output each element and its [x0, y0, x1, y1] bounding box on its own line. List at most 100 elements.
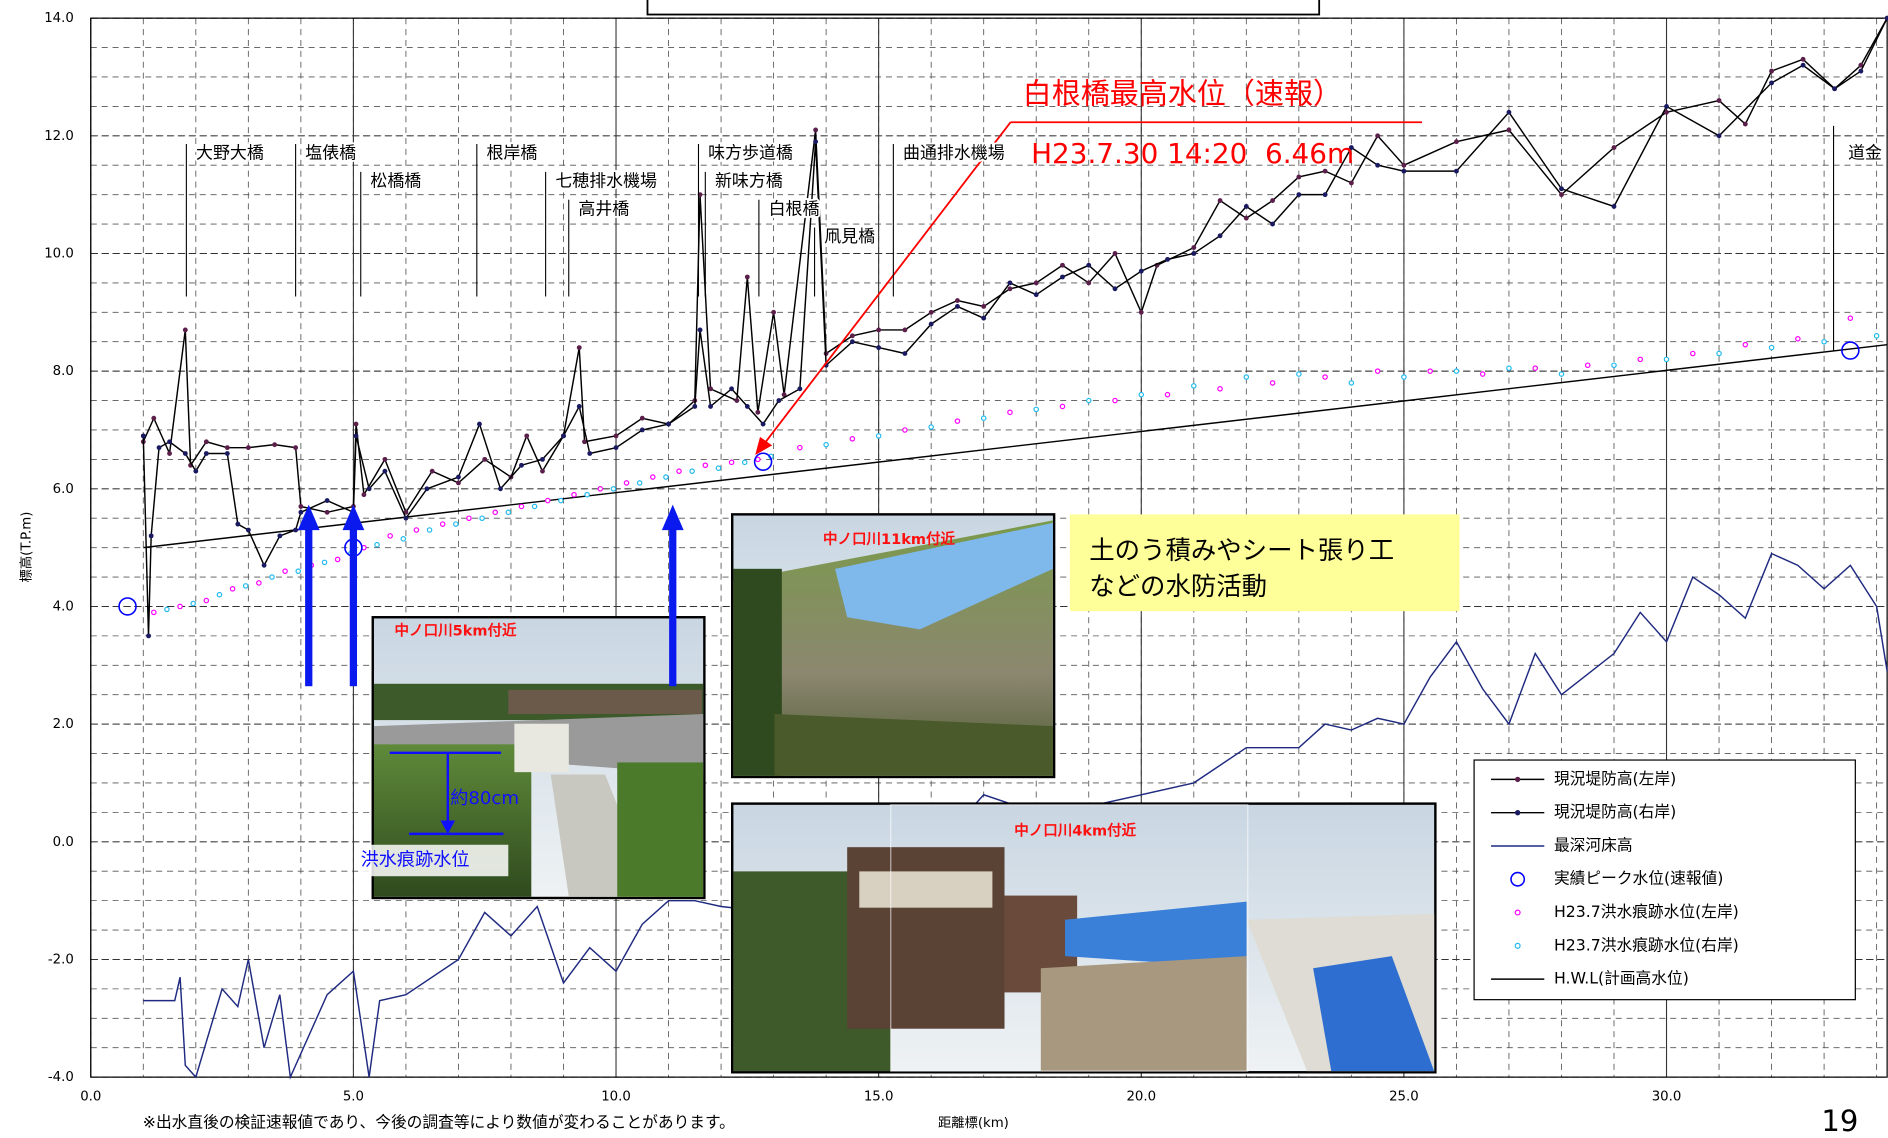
point: [1270, 198, 1276, 203]
point: [1322, 168, 1328, 174]
point: [1769, 80, 1774, 86]
point: [1348, 380, 1355, 386]
point: [1795, 336, 1801, 342]
point: [1847, 315, 1854, 321]
point: [1217, 386, 1223, 392]
bridge-label: 七穂排水機場: [555, 171, 657, 191]
point: [540, 456, 545, 462]
y-tick-label: 6.0: [53, 482, 74, 497]
point: [519, 462, 524, 468]
point: [456, 474, 461, 480]
point: [1138, 268, 1144, 274]
point: [760, 421, 766, 427]
y-tick-label: 0.0: [53, 835, 74, 850]
bridge-label: 塩俵橋: [305, 143, 356, 163]
point: [1217, 233, 1223, 239]
bridge-label: 松橋橋: [370, 171, 421, 191]
point: [571, 491, 577, 498]
point: [587, 451, 593, 456]
x-tick-label: 10.0: [601, 1089, 631, 1104]
point: [755, 409, 761, 415]
point: [216, 591, 223, 598]
point: [797, 444, 803, 451]
point: [1401, 374, 1407, 380]
point: [439, 521, 446, 527]
point: [1191, 251, 1197, 256]
point: [353, 433, 359, 439]
point: [1164, 391, 1171, 398]
point: [156, 445, 162, 451]
point: [823, 441, 829, 448]
point: [849, 436, 856, 442]
point: [1800, 56, 1806, 62]
point: [1768, 344, 1775, 351]
point: [224, 451, 230, 456]
point: [1112, 251, 1118, 256]
y-tick-label: 12.0: [44, 129, 74, 144]
point: [164, 606, 170, 613]
point: [797, 386, 803, 392]
legend-marker: [1510, 871, 1526, 887]
point: [1716, 350, 1722, 357]
y-tick-label: -4.0: [48, 1070, 74, 1085]
point: [193, 468, 199, 474]
point: [636, 480, 643, 486]
point: [1454, 139, 1459, 145]
point: [650, 474, 656, 480]
point: [298, 504, 304, 509]
point: [1269, 380, 1276, 386]
x-tick-label: 20.0: [1126, 1089, 1156, 1104]
arrow-shaft: [349, 522, 358, 687]
point: [229, 586, 236, 592]
point: [1858, 62, 1864, 68]
point: [1841, 341, 1860, 360]
point: [387, 533, 393, 539]
point: [813, 139, 819, 145]
point: [753, 452, 773, 472]
legend-marker: [1514, 810, 1521, 816]
point: [744, 274, 750, 280]
point: [902, 427, 908, 433]
point: [875, 433, 882, 439]
title-box: [646, 0, 1321, 16]
point: [1873, 333, 1880, 339]
callout-line: などの水防活動: [1089, 571, 1267, 601]
point: [1800, 62, 1806, 68]
point: [324, 509, 330, 515]
point: [245, 445, 251, 451]
legend-marker: [1514, 909, 1521, 916]
point: [981, 315, 987, 321]
y-tick-label: -2.0: [48, 952, 74, 967]
point: [203, 451, 209, 456]
point: [403, 509, 409, 515]
point: [424, 486, 430, 492]
point: [955, 304, 960, 309]
point: [771, 309, 777, 315]
point: [849, 339, 855, 345]
bridge-label: 味方歩道橋: [708, 143, 793, 163]
point: [676, 468, 682, 474]
point: [203, 597, 210, 604]
point: [1559, 192, 1564, 198]
series-line: [142, 17, 1888, 636]
bridge-label: 白根橋: [769, 198, 820, 218]
callout-line: 土のう積みやシート張り工: [1089, 535, 1394, 565]
point: [524, 433, 530, 439]
point: [224, 445, 230, 451]
arrow-head: [297, 504, 320, 531]
y-tick-label: 4.0: [53, 599, 74, 614]
point: [366, 486, 372, 492]
photo-caption: 中ノ口川11km付近: [823, 530, 956, 548]
photo-4km: [730, 802, 1437, 1074]
point: [1479, 371, 1486, 377]
bridge-label: 道金: [1848, 143, 1882, 163]
point: [1532, 365, 1538, 371]
point: [269, 574, 275, 580]
point: [177, 603, 183, 610]
point: [429, 468, 435, 474]
arrow-shaft: [305, 522, 313, 687]
point: [374, 541, 380, 548]
point: [1716, 98, 1722, 103]
point: [1742, 341, 1749, 348]
arrow-head: [342, 504, 365, 531]
